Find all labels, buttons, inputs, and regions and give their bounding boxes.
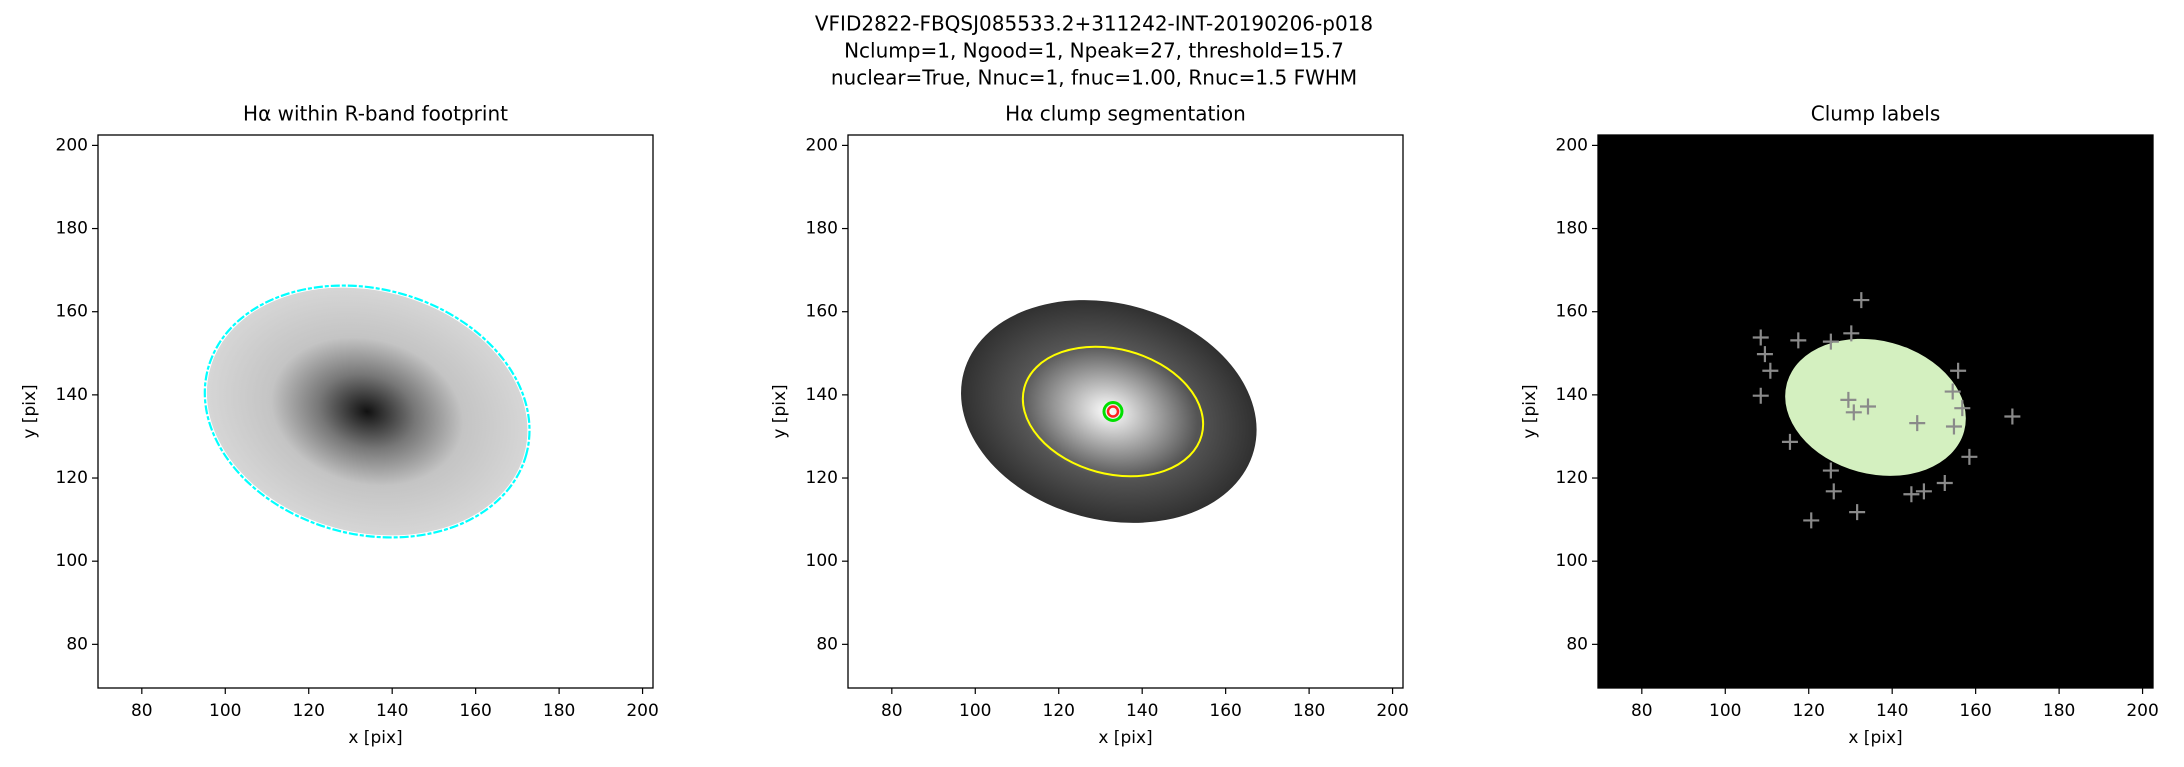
y-tick-label: 140: [806, 385, 838, 405]
clump-contour: [1021, 345, 1205, 478]
peak-marker: [1936, 475, 1953, 492]
peak-marker: [1843, 325, 1860, 342]
x-tick-label: 180: [543, 701, 575, 721]
x-tick-label: 80: [881, 701, 903, 721]
peak-marker: [1822, 462, 1839, 479]
y-tick-label: 140: [56, 385, 88, 405]
x-axis-label: x [pix]: [1848, 728, 1902, 748]
peak-marker: [1752, 329, 1769, 346]
peak-marker: [1859, 398, 1876, 415]
suptitle: VFID2822-FBQSJ085533.2+311242-INT-201902…: [815, 12, 1373, 36]
peak-marker: [1945, 418, 1962, 435]
peak-marker: [1756, 346, 1773, 363]
y-tick-label: 80: [816, 634, 838, 654]
axes-frame: [1597, 134, 2154, 689]
y-tick-label: 100: [806, 551, 838, 571]
y-axis-label: y [pix]: [770, 384, 790, 438]
x-tick-label: 200: [626, 701, 658, 721]
panel-title: Hα clump segmentation: [1005, 102, 1246, 126]
plot-area: [1598, 135, 2153, 688]
x-axis-label: x [pix]: [1098, 728, 1152, 748]
y-tick-label: 200: [56, 135, 88, 155]
axes-frame: [847, 134, 1404, 689]
peak-marker: [1944, 383, 1961, 400]
suptitle: Nclump=1, Ngood=1, Npeak=27, threshold=1…: [844, 39, 1344, 63]
panel-title: Clump labels: [1811, 102, 1941, 126]
x-tick-label: 80: [1631, 701, 1653, 721]
axes-frame: [97, 134, 654, 689]
y-axis-label: y [pix]: [20, 384, 40, 438]
peak-marker: [1803, 512, 1820, 529]
x-tick-label: 160: [459, 701, 491, 721]
y-tick-label: 180: [56, 219, 88, 239]
y-tick-label: 120: [56, 468, 88, 488]
x-tick-label: 140: [376, 701, 408, 721]
x-tick-label: 200: [1376, 701, 1408, 721]
x-tick-label: 180: [1293, 701, 1325, 721]
peak-marker: [2004, 408, 2021, 425]
nucleus-core: [1106, 405, 1120, 418]
x-tick-label: 140: [1876, 701, 1908, 721]
x-tick-label: 120: [1043, 701, 1075, 721]
x-tick-label: 180: [2043, 701, 2075, 721]
peak-marker: [1825, 483, 1842, 500]
y-tick-label: 160: [806, 302, 838, 322]
y-tick-label: 200: [806, 135, 838, 155]
y-tick-label: 120: [1556, 468, 1588, 488]
y-tick-label: 200: [1556, 135, 1588, 155]
y-tick-label: 120: [806, 468, 838, 488]
x-tick-label: 80: [131, 701, 153, 721]
peak-marker: [1961, 448, 1978, 465]
peak-marker: [1849, 504, 1866, 521]
peak-marker: [1954, 400, 1971, 417]
x-tick-label: 140: [1126, 701, 1158, 721]
y-tick-label: 160: [56, 302, 88, 322]
y-tick-label: 140: [1556, 385, 1588, 405]
galaxy-image: [206, 287, 528, 536]
x-tick-label: 100: [959, 701, 991, 721]
x-tick-label: 120: [293, 701, 325, 721]
x-tick-label: 200: [2126, 701, 2158, 721]
peak-marker: [1950, 362, 1967, 379]
peak-marker: [1915, 483, 1932, 500]
plot-area: [848, 135, 1403, 688]
y-axis-label: y [pix]: [1520, 384, 1540, 438]
nucleus-marker: [1102, 401, 1124, 422]
x-axis-label: x [pix]: [348, 728, 402, 748]
peak-marker: [1762, 362, 1779, 379]
y-tick-label: 180: [806, 219, 838, 239]
y-tick-label: 80: [1566, 634, 1588, 654]
peak-marker: [1853, 292, 1870, 309]
y-tick-label: 100: [56, 551, 88, 571]
x-tick-label: 160: [1209, 701, 1241, 721]
peak-marker: [1790, 332, 1807, 349]
peak-marker: [1822, 333, 1839, 350]
panel-title: Hα within R-band footprint: [243, 102, 508, 126]
plot-area: [98, 135, 653, 688]
peak-marker: [1840, 391, 1857, 408]
peak-marker: [1909, 415, 1926, 432]
y-tick-label: 80: [66, 634, 88, 654]
x-tick-label: 120: [1793, 701, 1825, 721]
suptitle: nuclear=True, Nnuc=1, fnuc=1.00, Rnuc=1.…: [831, 66, 1357, 90]
y-tick-label: 160: [1556, 302, 1588, 322]
x-tick-label: 160: [1959, 701, 1991, 721]
y-tick-label: 100: [1556, 551, 1588, 571]
peak-marker: [1845, 404, 1862, 421]
peak-marker: [1752, 387, 1769, 404]
y-tick-label: 180: [1556, 219, 1588, 239]
x-tick-label: 100: [1709, 701, 1741, 721]
footprint-contour: [203, 284, 531, 539]
x-tick-label: 100: [209, 701, 241, 721]
peak-marker: [1781, 433, 1798, 450]
peak-marker: [1903, 486, 1920, 503]
